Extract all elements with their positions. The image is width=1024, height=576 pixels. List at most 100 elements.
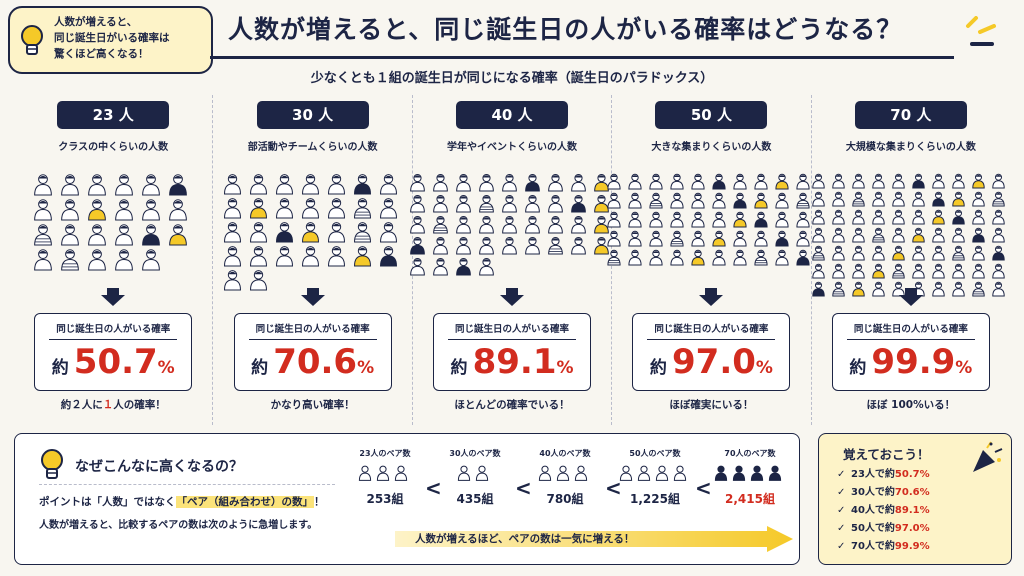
probability-value: 約 89.1%	[434, 342, 590, 382]
person-icon	[525, 236, 540, 255]
lightbulb-icon	[21, 25, 43, 55]
pair-people-icon	[538, 465, 588, 481]
person-icon	[952, 191, 965, 207]
person-icon	[832, 173, 845, 189]
party-popper-icon	[973, 441, 1003, 472]
person-icon	[732, 465, 746, 481]
subtitle: 少なくとも１組の誕生日が同じになる確率（誕生日のパラドックス）	[310, 71, 714, 86]
person-icon	[594, 215, 609, 234]
person-icon	[571, 194, 586, 213]
person-icon	[61, 199, 80, 221]
probability-box: 同じ誕生日の人がいる確率 約 70.6%	[233, 313, 392, 391]
person-icon	[353, 198, 371, 219]
person-icon	[670, 192, 685, 209]
person-icon	[571, 173, 586, 192]
person-icon	[992, 281, 1005, 297]
person-icon	[327, 174, 345, 195]
person-icon	[607, 192, 622, 209]
group-description: クラスの中くらいの人数	[58, 142, 169, 153]
probability-value: 約 99.9%	[833, 342, 989, 382]
note-text: 人の確率！	[113, 399, 166, 411]
person-icon	[249, 246, 267, 267]
approx-label: 約	[251, 358, 269, 378]
pair-item: 30人のペア数 435組	[435, 448, 515, 507]
person-icon	[223, 198, 241, 219]
check-icon: ✓	[837, 505, 846, 516]
memo-item: ✓ 50人で約97.0%	[837, 520, 930, 538]
pair-item: 40人のペア数 780組	[525, 448, 605, 507]
divider	[49, 339, 178, 340]
person-icon	[670, 173, 685, 190]
probability-label: 同じ誕生日の人がいる確率	[853, 324, 968, 335]
person-icon	[410, 194, 425, 213]
person-icon	[61, 174, 80, 196]
person-icon	[872, 191, 885, 207]
person-icon	[479, 194, 494, 213]
group-description: 大きな集まりくらいの人数	[651, 142, 772, 153]
probability-value: 約 97.0%	[633, 342, 789, 382]
person-icon	[796, 211, 811, 228]
probability-value: 約 70.6%	[235, 342, 391, 382]
person-icon	[538, 465, 552, 481]
person-icon	[525, 173, 540, 192]
person-icon	[714, 465, 728, 481]
person-icon	[812, 263, 825, 279]
person-icon	[456, 257, 471, 276]
person-icon	[796, 192, 811, 209]
percent-sign: %	[357, 358, 375, 378]
person-icon	[169, 199, 188, 221]
person-icon	[88, 174, 107, 196]
person-icon	[301, 222, 319, 243]
person-icon	[327, 198, 345, 219]
divider	[448, 339, 577, 340]
person-icon	[972, 191, 985, 207]
person-icon	[754, 192, 769, 209]
person-icon	[775, 211, 790, 228]
divider	[39, 484, 335, 485]
person-icon	[872, 245, 885, 261]
probability-label: 同じ誕生日の人がいる確率	[455, 324, 570, 335]
person-icon	[275, 174, 293, 195]
person-icon	[812, 227, 825, 243]
person-icon	[796, 249, 811, 266]
lightbulb-icon	[41, 449, 63, 479]
person-icon	[223, 246, 241, 267]
person-icon	[169, 174, 188, 196]
probability-label: 同じ誕生日の人がいる確率	[56, 324, 171, 335]
group-note: かなり高い確率！	[213, 397, 411, 412]
check-icon: ✓	[837, 523, 846, 534]
person-icon	[548, 173, 563, 192]
person-icon	[733, 173, 748, 190]
person-icon	[61, 224, 80, 246]
person-icon	[649, 173, 664, 190]
person-icon	[607, 249, 622, 266]
why-title: なぜこんなに高くなるの？	[75, 459, 243, 475]
person-icon	[754, 211, 769, 228]
person-icon	[115, 224, 134, 246]
person-icon	[733, 249, 748, 266]
why-point-post: ！	[314, 496, 325, 508]
arrow-down-icon	[300, 288, 325, 306]
person-icon	[892, 281, 905, 297]
person-icon	[892, 245, 905, 261]
person-icon	[670, 230, 685, 247]
group-column: 40 人 学年やイベントくらいの人数 同じ誕生日の人がいる確率 約 89.1% …	[410, 95, 613, 425]
person-icon	[691, 230, 706, 247]
less-than-symbol: <	[605, 476, 622, 500]
person-icon	[628, 192, 643, 209]
person-icon	[691, 173, 706, 190]
note-text: ほぼ確実にいる！	[669, 399, 754, 411]
person-icon	[379, 222, 397, 243]
group-note: ほとんどの確率でいる！	[413, 397, 611, 412]
person-icon	[628, 173, 643, 190]
person-icon	[376, 465, 390, 481]
divider	[248, 339, 377, 340]
person-icon	[750, 465, 764, 481]
person-icon	[169, 224, 188, 246]
crowd	[409, 173, 616, 282]
pair-item: 50人のペア数 1,225組	[615, 448, 695, 507]
person-icon	[655, 465, 669, 481]
person-icon	[712, 249, 727, 266]
person-icon	[410, 215, 425, 234]
person-icon	[775, 192, 790, 209]
